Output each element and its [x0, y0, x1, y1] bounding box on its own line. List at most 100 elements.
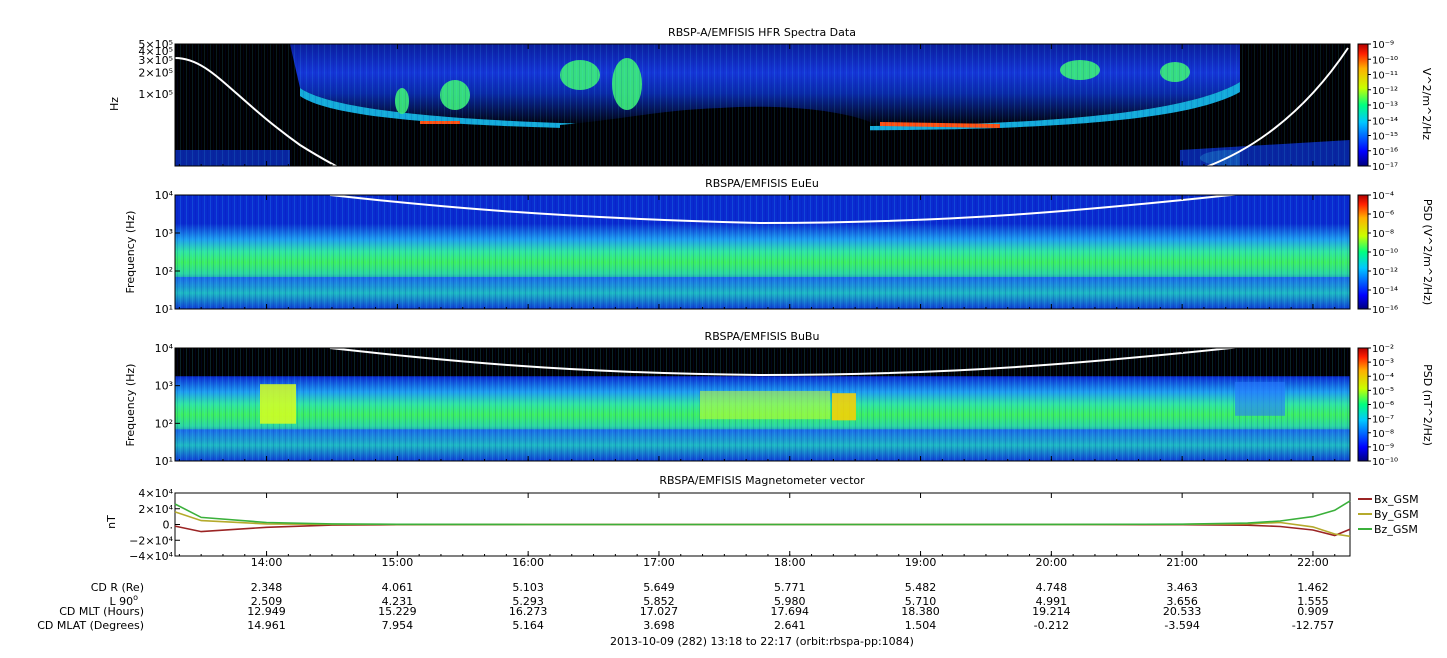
panel1-ytick-label: 3×10⁵	[138, 54, 173, 67]
time-tick-label: 14:00	[251, 556, 283, 569]
panel2-cyclotron-line	[329, 195, 1241, 225]
eph-value: 4.991	[1036, 595, 1068, 608]
eph-value: 1.555	[1297, 595, 1329, 608]
panel3-colorbar-tick-label: 10⁻¹⁰	[1372, 457, 1398, 468]
eph-value: 5.980	[774, 595, 806, 608]
eph-value: 0.909	[1297, 605, 1329, 618]
panel2-streak-texture	[175, 195, 1350, 309]
panel1-colorbar	[1357, 43, 1369, 167]
panel1-colorbar-tick-label: 10⁻¹⁵	[1372, 132, 1398, 143]
panel3-cyclotron-line	[329, 348, 1241, 377]
panel2-ytick-label: 10¹	[155, 303, 173, 316]
panel1-colorbar-tick-label: 10⁻¹²	[1372, 86, 1398, 97]
time-tick-label: 18:00	[774, 556, 806, 569]
legend-label-bx_gsm: Bx_GSM	[1374, 493, 1419, 506]
panel1-spectrogram	[175, 44, 1350, 166]
panel1-ytick-label: 4×10⁵	[138, 45, 173, 58]
time-tick-label: 20:00	[1035, 556, 1067, 569]
eph-value: 4.231	[382, 595, 414, 608]
panel1-colorbar-tick-label: 10⁻¹⁶	[1372, 147, 1398, 158]
panel1-ytick-label: 1×10⁵	[138, 88, 173, 101]
panel3-colorbar-tick-label: 10⁻⁸	[1372, 429, 1394, 440]
panel3-ytick-label: 10³	[155, 380, 173, 393]
magnetometer-series-bz_gsm	[174, 500, 1351, 526]
time-tick-label: 21:00	[1166, 556, 1198, 569]
panel4-ytick-label: −4×10⁴	[129, 550, 173, 563]
panel4-ytick-label: 4×10⁴	[138, 487, 173, 500]
eph-value: 12.949	[247, 605, 286, 618]
panel2-colorbar-tick-label: 10⁻¹²	[1372, 267, 1398, 278]
panel3-ytick-label: 10²	[155, 417, 173, 430]
panel2-colorbar-tick-label: 10⁻⁸	[1372, 229, 1394, 240]
panel4-ytick-label: 0.	[163, 519, 174, 532]
time-tick-label: 22:00	[1297, 556, 1329, 569]
eph-value: 3.698	[643, 619, 675, 632]
panel1-colorbar-tick-label: 10⁻¹⁴	[1372, 116, 1398, 127]
eph-value: 17.694	[770, 605, 809, 618]
legend-label-bz_gsm: Bz_GSM	[1374, 523, 1418, 536]
panel2-spectrogram	[175, 195, 1350, 309]
bubu-intense-mid	[700, 390, 830, 420]
panel2-ytick-label: 10⁴	[155, 189, 174, 202]
panel4-ytick-label: 2×10⁴	[138, 503, 173, 516]
hfr-upper-hybrid-line	[175, 47, 1349, 166]
eph-value: 5.710	[905, 595, 937, 608]
eph-value: -3.594	[1164, 619, 1199, 632]
bubu-intense-peak	[832, 393, 856, 421]
eph-value: 14.961	[247, 619, 286, 632]
panel3-colorbar-tick-label: 10⁻⁷	[1372, 415, 1394, 426]
eph-value: 5.293	[512, 595, 544, 608]
eph-value: 5.164	[512, 619, 544, 632]
time-tick-label: 15:00	[382, 556, 414, 569]
eph-value: -12.757	[1292, 619, 1334, 632]
panel2-ytick-label: 10²	[155, 265, 173, 278]
time-tick-label: 16:00	[512, 556, 544, 569]
panel3-colorbar-tick-label: 10⁻³	[1372, 358, 1394, 369]
panel3-frame	[174, 347, 1351, 462]
eph-value: 1.462	[1297, 581, 1329, 594]
panel3-colorbar-tick-label: 10⁻⁴	[1372, 372, 1394, 383]
panel2-colorbar-tick-label: 10⁻¹⁰	[1372, 248, 1398, 259]
eph-value: 4.748	[1036, 581, 1068, 594]
panel1-colorbar-tick-label: 10⁻¹¹	[1372, 71, 1398, 82]
panel2-colorbar-tick-label: 10⁻⁶	[1372, 210, 1394, 221]
eph-value: 1.504	[905, 619, 937, 632]
bubu-intense-left	[260, 384, 296, 424]
panel2-colorbar-tick-label: 10⁻¹⁴	[1372, 286, 1398, 297]
eph-value: 18.380	[901, 605, 940, 618]
panel1-colorbar-tick-label: 10⁻⁹	[1372, 40, 1394, 51]
eph-value: 3.463	[1166, 581, 1198, 594]
panel3-ytick-label: 10⁴	[155, 342, 174, 355]
eph-value: 19.214	[1032, 605, 1071, 618]
hfr-streak-texture	[175, 44, 1350, 166]
panel3-spectrogram	[175, 348, 1350, 461]
eph-value: 20.533	[1163, 605, 1202, 618]
eph-value: 5.103	[512, 581, 544, 594]
eph-value: -0.212	[1034, 619, 1069, 632]
eph-value: 2.641	[774, 619, 806, 632]
panel1-colorbar-tick-label: 10⁻¹⁷	[1372, 162, 1398, 173]
panel3-colorbar	[1357, 347, 1369, 462]
eph-value: 5.852	[643, 595, 675, 608]
panel1-colorbar-tick-label: 10⁻¹⁰	[1372, 55, 1398, 66]
panel2-colorbar	[1357, 194, 1369, 310]
eph-value: 17.027	[640, 605, 679, 618]
eph-value: 5.771	[774, 581, 806, 594]
eph-value: 2.348	[251, 581, 283, 594]
panel1-ytick-label: 5×10⁵	[138, 38, 173, 51]
time-tick-label: 19:00	[905, 556, 937, 569]
panel3-colorbar-tick-label: 10⁻⁹	[1372, 443, 1394, 454]
eph-value: 7.954	[382, 619, 414, 632]
panel1-frame	[174, 43, 1351, 167]
eph-value: 4.061	[382, 581, 414, 594]
panel3-colorbar-tick-label: 10⁻²	[1372, 344, 1394, 355]
eph-value: 3.656	[1166, 595, 1198, 608]
legend-label-by_gsm: By_GSM	[1374, 508, 1419, 521]
eph-value: 5.482	[905, 581, 937, 594]
eph-value: 2.509	[251, 595, 283, 608]
magnetometer-series-bx_gsm	[174, 523, 1351, 537]
panel1-colorbar-tick-label: 10⁻¹³	[1372, 101, 1398, 112]
panel2-colorbar-tick-label: 10⁻¹⁶	[1372, 305, 1398, 316]
